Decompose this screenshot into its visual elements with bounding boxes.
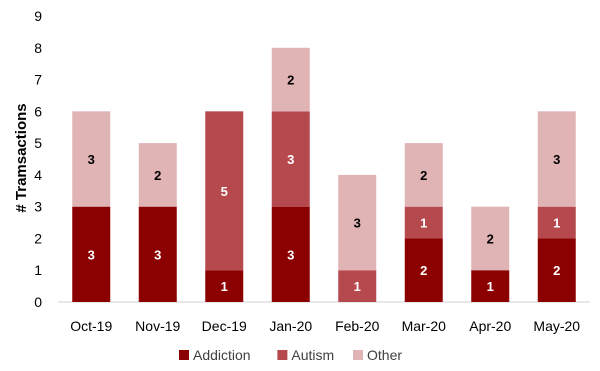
bar-segment-other	[271, 47, 310, 112]
data-label: 3	[354, 216, 361, 231]
x-tick-label: Apr-20	[469, 318, 511, 334]
data-label: 1	[487, 279, 494, 294]
data-label: 5	[221, 184, 228, 199]
bars: 3 3 3 2 1 5 3 3 2 1 3 2 1 2 1 2 2 1 3	[72, 47, 576, 302]
x-tick-label: Mar-20	[402, 318, 447, 334]
x-tick-label: Jan-20	[269, 318, 312, 334]
bar-segment-autism	[271, 111, 310, 207]
legend-label-autism: Autism	[291, 347, 334, 363]
data-label: 1	[221, 279, 228, 294]
y-tick-label: 0	[34, 294, 42, 310]
bar-segment-addiction	[471, 270, 510, 302]
data-label: 2	[487, 231, 494, 246]
bar-segment-addiction	[138, 206, 177, 302]
y-axis-ticks: 0 1 2 3 4 5 6 7 8 9	[34, 8, 42, 310]
x-tick-label: Nov-19	[135, 318, 180, 334]
legend-label-other: Other	[367, 347, 402, 363]
bar-segment-addiction	[205, 270, 244, 302]
y-tick-label: 3	[34, 199, 42, 215]
bar-segment-other	[471, 206, 510, 271]
y-tick-label: 9	[34, 8, 42, 24]
y-tick-label: 2	[34, 230, 42, 246]
data-label: 3	[88, 152, 95, 167]
legend: Addiction Autism Other	[179, 347, 402, 363]
legend-swatch-addiction	[179, 350, 189, 360]
data-label: 3	[287, 247, 294, 262]
legend-swatch-autism	[277, 350, 288, 360]
bar-segment-other	[404, 143, 443, 207]
bar-segment-other	[338, 174, 377, 271]
data-label: 2	[553, 263, 560, 278]
bar-segment-autism	[205, 111, 244, 271]
data-label: 3	[287, 152, 294, 167]
y-tick-label: 4	[34, 167, 42, 183]
y-tick-label: 7	[34, 72, 42, 88]
data-label: 3	[88, 247, 95, 262]
bar-segment-autism	[537, 206, 576, 239]
legend-label-addiction: Addiction	[193, 347, 251, 363]
data-label: 2	[287, 73, 294, 88]
bar-segment-other	[537, 111, 576, 207]
x-tick-label: May-20	[533, 318, 580, 334]
data-label: 1	[354, 279, 361, 294]
data-label: 3	[553, 152, 560, 167]
bar-segment-other	[72, 111, 111, 207]
data-label: 1	[553, 216, 560, 231]
bar-segment-addiction	[271, 206, 310, 302]
y-tick-label: 1	[34, 262, 42, 278]
data-label: 2	[154, 168, 161, 183]
x-tick-label: Feb-20	[335, 318, 380, 334]
x-tick-label: Dec-19	[202, 318, 247, 334]
bar-segment-addiction	[537, 238, 576, 302]
bar-segment-autism	[404, 206, 443, 239]
data-label: 1	[420, 216, 427, 231]
y-tick-label: 6	[34, 103, 42, 119]
x-axis-ticks: Oct-19 Nov-19 Dec-19 Jan-20 Feb-20 Mar-20 Apr-…	[70, 318, 580, 334]
x-tick-label: Oct-19	[70, 318, 112, 334]
bar-segment-autism	[338, 270, 377, 302]
data-label: 3	[154, 247, 161, 262]
bar-segment-other	[138, 143, 177, 207]
bar-segment-addiction	[404, 238, 443, 302]
y-axis-label: # Tramsactions	[13, 103, 30, 212]
y-tick-label: 5	[34, 135, 42, 151]
y-tick-label: 8	[34, 40, 42, 56]
data-label: 2	[420, 168, 427, 183]
bar-segment-addiction	[72, 206, 111, 302]
legend-swatch-other	[353, 350, 363, 360]
data-label: 2	[420, 263, 427, 278]
